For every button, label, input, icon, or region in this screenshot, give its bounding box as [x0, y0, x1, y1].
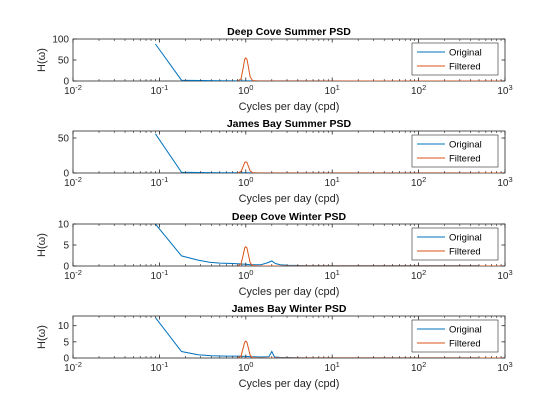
x-tick-label: 103	[497, 83, 512, 97]
legend-label-filtered: Filtered	[449, 339, 481, 350]
y-axis-label: H(ω)	[36, 48, 48, 72]
x-tick-label: 10-1	[151, 268, 169, 282]
legend: Original Filtered	[411, 319, 499, 353]
x-tick-label: 100	[238, 83, 253, 97]
x-tick-label: 10-1	[151, 83, 169, 97]
x-axis-label: Cycles per day (cpd)	[239, 286, 340, 298]
legend: Original Filtered	[411, 134, 499, 168]
legend-label-filtered: Filtered	[449, 247, 481, 258]
x-axis-label: Cycles per day (cpd)	[239, 193, 340, 205]
legend-label-original: Original	[449, 233, 482, 244]
x-tick-label: 100	[238, 268, 253, 282]
panel-title: James Bay Winter PSD	[232, 303, 347, 315]
legend-label-original: Original	[449, 48, 482, 59]
x-tick-label: 102	[411, 83, 426, 97]
x-tick-label: 102	[411, 175, 426, 189]
x-tick-label: 100	[238, 360, 253, 374]
x-tick-label: 101	[325, 268, 340, 282]
y-tick-label: 50	[58, 56, 70, 67]
x-tick-label: 101	[325, 175, 340, 189]
y-tick-label: 50	[58, 134, 70, 145]
series-line-filtered	[237, 161, 505, 173]
panel-3: 10-2 10-1 100 101 102 103 0 5 10 Deep Cove Winter…	[36, 211, 513, 298]
legend-label-original: Original	[449, 140, 482, 151]
x-tick-label: 10-2	[64, 175, 82, 189]
y-tick-label: 5	[63, 241, 69, 252]
x-tick-label: 10-2	[64, 268, 82, 282]
series-line-filtered	[237, 57, 505, 81]
x-tick-label: 103	[497, 360, 512, 374]
x-axis-label: Cycles per day (cpd)	[239, 101, 340, 113]
y-tick-label: 0	[63, 262, 69, 273]
x-tick-label: 101	[325, 83, 340, 97]
x-axis-label: Cycles per day (cpd)	[239, 378, 340, 390]
y-tick-label: 10	[58, 321, 70, 332]
panel-title: James Bay Summer PSD	[227, 118, 352, 130]
legend-label-original: Original	[449, 325, 482, 336]
series-line-filtered	[237, 340, 505, 358]
y-axis-label: H(ω)	[36, 233, 48, 257]
series-line-filtered	[237, 245, 505, 266]
x-tick-label: 10-1	[151, 360, 169, 374]
y-axis-label: H(ω)	[36, 325, 48, 349]
x-tick-label: 102	[411, 268, 426, 282]
x-tick-label: 101	[325, 360, 340, 374]
panel-title: Deep Cove Summer PSD	[227, 26, 351, 38]
y-tick-label: 100	[52, 35, 69, 46]
x-tick-label: 10-1	[151, 175, 169, 189]
y-tick-label: 0	[63, 354, 69, 365]
y-tick-label: 0	[63, 169, 69, 180]
legend-label-filtered: Filtered	[449, 62, 481, 73]
legend: Original Filtered	[411, 42, 499, 76]
x-tick-label: 100	[238, 175, 253, 189]
y-tick-label: 5	[63, 337, 69, 348]
legend: Original Filtered	[411, 227, 499, 261]
legend-label-filtered: Filtered	[449, 154, 481, 165]
panel-1: 10-2 10-1 100 101 102 103 0 50 100 Deep Cove Summ…	[36, 26, 513, 113]
y-tick-label: 0	[63, 77, 69, 88]
x-tick-label: 102	[411, 360, 426, 374]
panel-4: 10-2 10-1 100 101 102 103 0 5 10 James Bay Winter…	[36, 303, 513, 390]
panel-2: 10-2 10-1 100 101 102 103 0 50 James Bay Summer …	[58, 118, 513, 205]
x-tick-label: 103	[497, 268, 512, 282]
x-tick-label: 103	[497, 175, 512, 189]
y-tick-label: 10	[58, 220, 70, 231]
x-tick-label: 10-2	[64, 360, 82, 374]
panel-title: Deep Cove Winter PSD	[232, 211, 347, 223]
x-tick-label: 10-2	[64, 83, 82, 97]
